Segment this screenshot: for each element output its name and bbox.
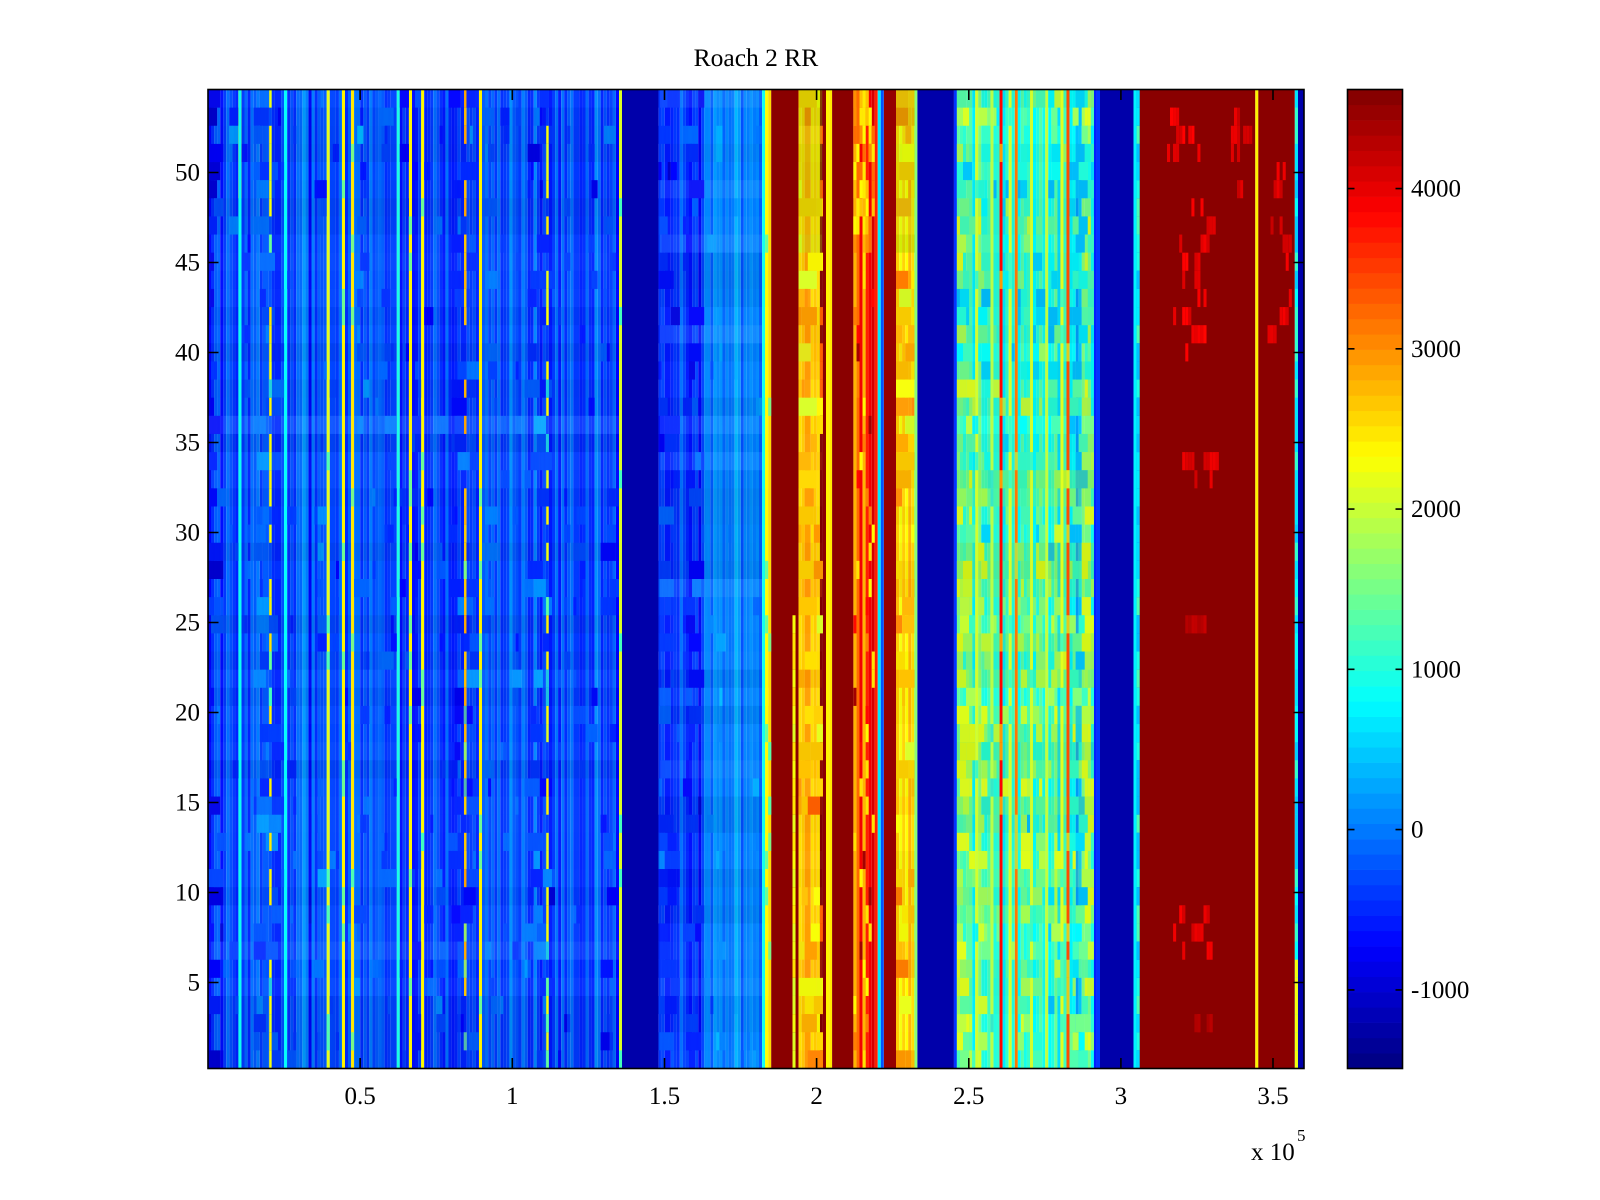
svg-text:2.5: 2.5	[953, 1083, 984, 1110]
svg-text:2000: 2000	[1411, 496, 1461, 523]
svg-text:20: 20	[175, 700, 200, 727]
svg-text:15: 15	[175, 790, 200, 817]
svg-text:30: 30	[175, 520, 200, 547]
svg-text:Roach 2 RR: Roach 2 RR	[694, 43, 819, 72]
svg-text:0: 0	[1411, 817, 1424, 844]
svg-text:x 10: x 10	[1251, 1139, 1295, 1166]
svg-text:35: 35	[175, 430, 200, 457]
svg-text:3000: 3000	[1411, 336, 1461, 363]
svg-text:-1000: -1000	[1411, 977, 1469, 1004]
svg-text:1.5: 1.5	[649, 1083, 680, 1110]
svg-text:0.5: 0.5	[344, 1083, 375, 1110]
svg-text:5: 5	[1297, 1126, 1306, 1145]
svg-text:4000: 4000	[1411, 176, 1461, 203]
svg-text:5: 5	[188, 970, 201, 997]
svg-text:40: 40	[175, 340, 200, 367]
svg-text:2: 2	[810, 1083, 823, 1110]
svg-text:1: 1	[506, 1083, 519, 1110]
svg-text:10: 10	[175, 880, 200, 907]
svg-text:25: 25	[175, 610, 200, 637]
svg-text:50: 50	[175, 160, 200, 187]
svg-text:3: 3	[1115, 1083, 1128, 1110]
svg-text:45: 45	[175, 250, 200, 277]
svg-text:1000: 1000	[1411, 656, 1461, 683]
svg-text:3.5: 3.5	[1257, 1083, 1288, 1110]
